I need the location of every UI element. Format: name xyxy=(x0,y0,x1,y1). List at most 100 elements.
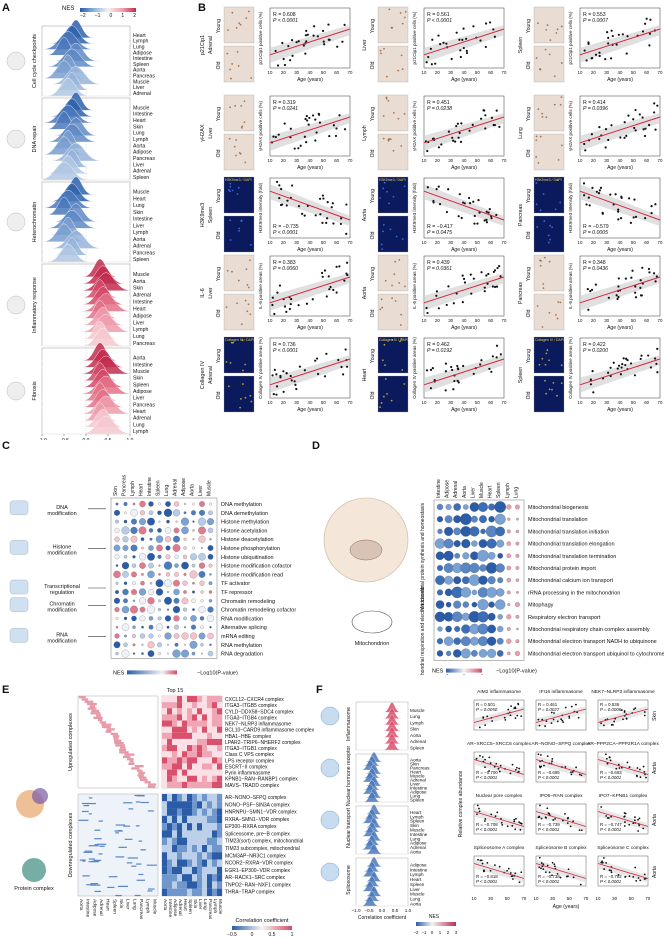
dot xyxy=(155,535,164,543)
data-point xyxy=(343,279,346,282)
dot xyxy=(191,510,196,516)
data-point xyxy=(487,211,490,214)
data-point xyxy=(345,232,348,235)
data-point xyxy=(316,372,320,376)
data-point xyxy=(273,312,276,316)
heat-cell xyxy=(202,696,207,703)
heat-cell xyxy=(177,823,182,831)
x-axis-label: Age (years) xyxy=(607,325,633,331)
dot xyxy=(183,511,187,515)
heat-cell xyxy=(118,829,122,832)
data-point xyxy=(472,25,475,28)
heat-cell xyxy=(167,781,172,788)
data-point xyxy=(426,149,429,153)
dot xyxy=(157,528,162,533)
x-tick-label: 10 xyxy=(578,70,583,75)
dot xyxy=(486,538,497,549)
old-label: Old xyxy=(526,309,532,317)
cell-dot xyxy=(549,238,552,241)
heat-cell xyxy=(102,725,111,729)
heat-cell xyxy=(207,837,212,845)
organ-label: Aorta xyxy=(410,850,421,855)
dot xyxy=(515,553,520,558)
heat-cell xyxy=(94,829,101,831)
dot xyxy=(174,642,179,647)
dot xyxy=(434,538,446,549)
organ-label: Spleen xyxy=(133,175,149,181)
data-point xyxy=(323,43,326,46)
data-point xyxy=(554,817,557,820)
organ-label: Pancreas xyxy=(133,402,155,408)
cell-dot xyxy=(542,193,545,195)
heat-cell xyxy=(217,874,222,882)
dot xyxy=(115,590,119,594)
heat-cell xyxy=(167,702,172,709)
data-point xyxy=(538,724,541,727)
heat-cell xyxy=(212,720,217,727)
heat-cell xyxy=(202,726,207,733)
dot xyxy=(478,502,488,512)
heat-cell xyxy=(197,763,202,770)
x-tick-label: 40 xyxy=(462,70,467,75)
dot xyxy=(208,510,213,516)
data-point xyxy=(635,774,638,777)
nes-tick: −1 xyxy=(421,930,427,935)
young-label: Young xyxy=(526,349,532,363)
data-point xyxy=(302,44,305,47)
row-label: Mitophagy xyxy=(528,603,554,609)
heat-cell xyxy=(162,852,167,860)
dot xyxy=(506,565,512,571)
y-axis-label: p21Cip1 positive cells (%) xyxy=(568,11,573,64)
data-point xyxy=(589,383,593,386)
heat-cell xyxy=(182,808,187,816)
dot xyxy=(175,520,178,523)
dot xyxy=(507,603,511,607)
heat-cell xyxy=(172,881,177,889)
organ-label: Intestine xyxy=(133,362,153,368)
dot xyxy=(147,552,155,561)
cell-dot xyxy=(228,190,231,193)
row-label: DNA demethylation xyxy=(221,511,268,517)
data-point xyxy=(598,137,601,141)
r-value: R = −0.818 xyxy=(476,874,498,879)
data-point xyxy=(615,43,618,46)
organ-label: Muscle xyxy=(133,79,150,85)
heat-cell xyxy=(202,830,207,838)
data-point xyxy=(491,720,494,722)
dot xyxy=(207,518,214,526)
dot xyxy=(148,501,154,507)
cell-dot xyxy=(545,352,548,355)
dot xyxy=(200,599,204,603)
ridge-density xyxy=(356,843,408,855)
heat-cell xyxy=(88,813,92,815)
heat-cell xyxy=(177,830,182,838)
old-label: Old xyxy=(216,309,222,317)
tissue-label: Lymph xyxy=(362,125,368,140)
dot xyxy=(157,616,162,621)
data-point xyxy=(447,130,451,133)
x-tick-label: 50 xyxy=(321,318,326,323)
data-point xyxy=(515,817,517,820)
heat-cell xyxy=(207,823,212,831)
confidence-band xyxy=(598,706,648,728)
heat-cell xyxy=(192,845,197,853)
age-tick: 50 xyxy=(629,896,634,901)
organ-label: Pancreas xyxy=(133,341,155,347)
data-point xyxy=(507,708,510,711)
dot xyxy=(443,538,454,549)
young-image xyxy=(533,254,565,292)
age-tick: 10 xyxy=(596,896,601,901)
data-point xyxy=(452,139,455,142)
heat-cell xyxy=(177,769,182,776)
data-point xyxy=(647,354,650,357)
heat-cell xyxy=(207,702,212,709)
x-tick-label: 30 xyxy=(448,240,453,245)
y-axis-label: H3K9me3 intensity (fold) xyxy=(412,182,417,233)
heat-cell xyxy=(81,810,89,813)
heat-cell xyxy=(207,763,212,770)
data-point xyxy=(327,275,330,278)
dot xyxy=(114,633,120,639)
dot xyxy=(166,608,170,611)
data-point xyxy=(425,61,428,64)
heat-cell xyxy=(87,707,97,710)
